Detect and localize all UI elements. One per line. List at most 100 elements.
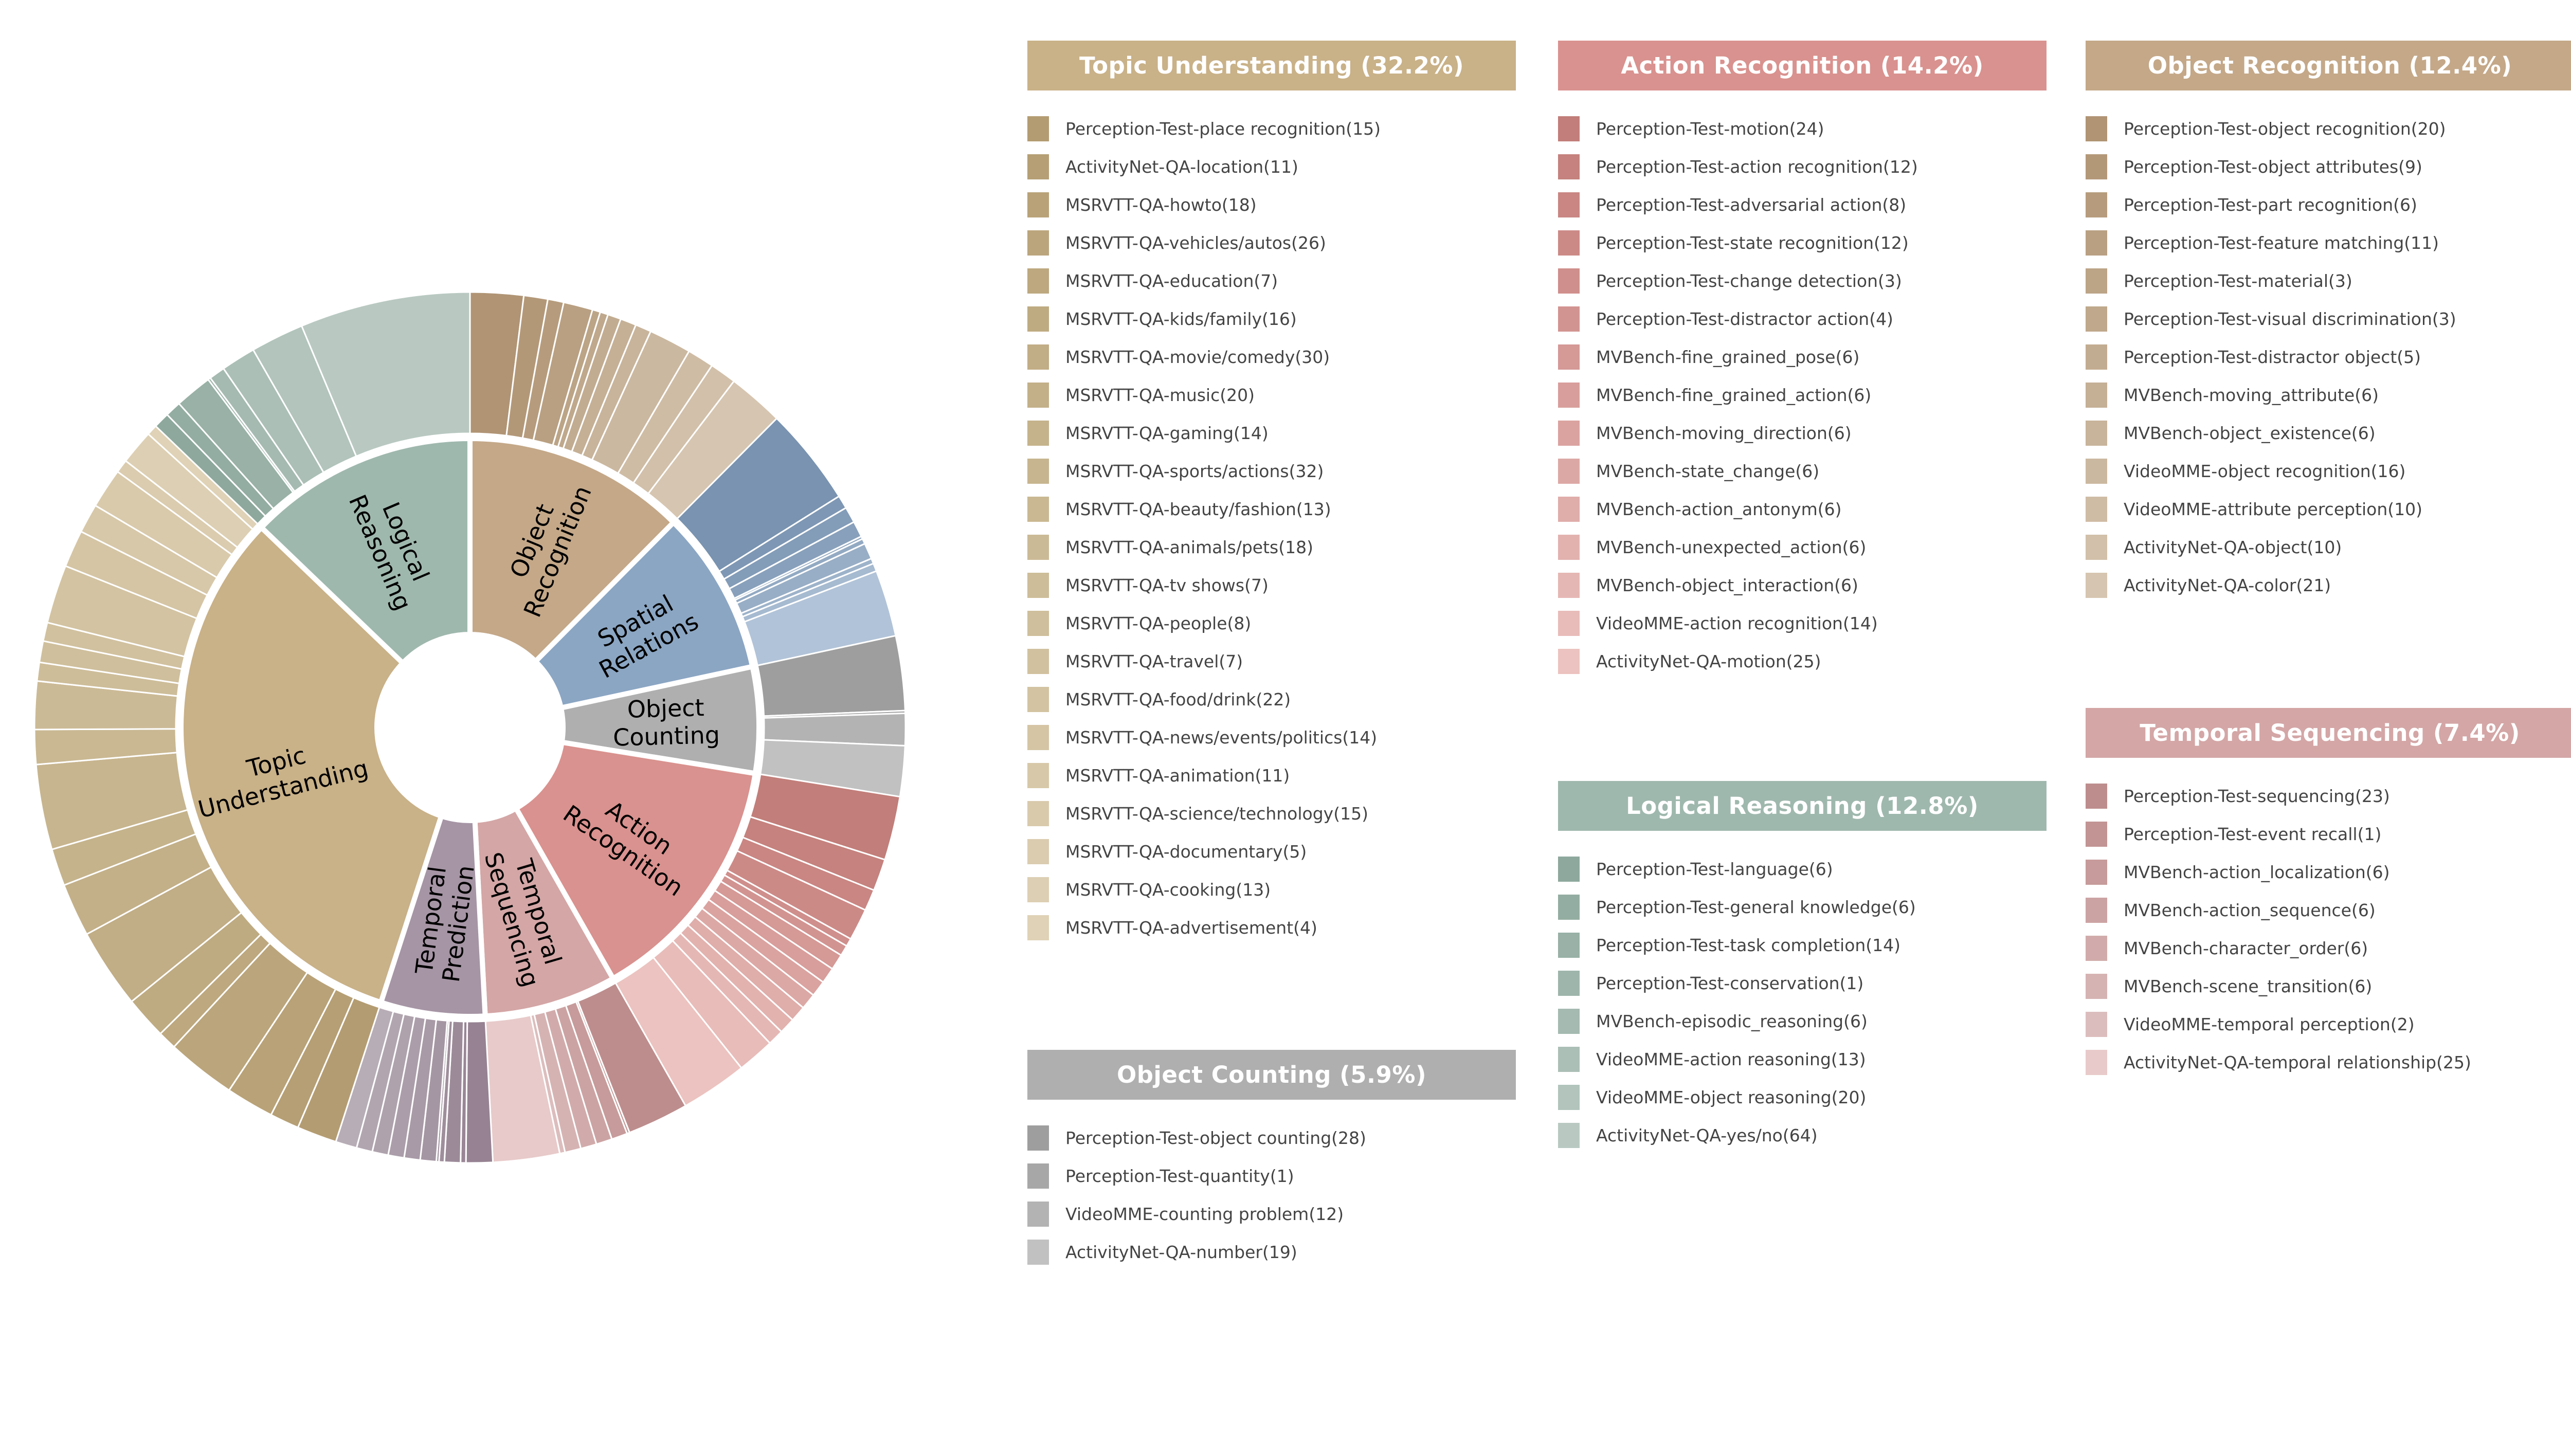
legend-item: Perception-Test-material(3) <box>2086 268 2571 306</box>
legend-item-label: MSRVTT-QA-education(7) <box>1065 271 1278 291</box>
legend-swatch-icon <box>1027 877 1049 902</box>
legend-swatch-icon <box>1027 344 1049 370</box>
legend-header-title: Topic Understanding (32.2%) <box>1079 52 1464 79</box>
legend-swatch-icon <box>2086 306 2107 332</box>
legend-item-label: MVBench-object_existence(6) <box>2124 423 2376 443</box>
legend-item: MVBench-action_localization(6) <box>2086 860 2571 898</box>
legend-item: MSRVTT-QA-science/technology(15) <box>1027 801 1516 839</box>
legend-item-label: ActivityNet-QA-motion(25) <box>1596 651 1821 671</box>
legend-swatch-icon <box>2086 268 2107 294</box>
legend-swatch-icon <box>2086 230 2107 256</box>
legend-item-label: MSRVTT-QA-tv shows(7) <box>1065 575 1269 595</box>
legend-swatch-icon <box>2086 192 2107 217</box>
legend-block-temporal-sequencing: Temporal Sequencing (7.4%) Perception-Te… <box>2086 708 2571 1088</box>
legend-item-label: ActivityNet-QA-location(11) <box>1065 157 1298 177</box>
legend-item-label: Perception-Test-action recognition(12) <box>1596 157 1918 177</box>
legend-item-label: MSRVTT-QA-travel(7) <box>1065 651 1243 671</box>
legend-item: MSRVTT-QA-cooking(13) <box>1027 877 1516 915</box>
category-ring <box>178 435 762 1019</box>
legend-swatch-icon <box>1027 573 1049 598</box>
legend-swatch-icon <box>2086 573 2107 598</box>
legend-block-topic-understanding: Topic Understanding (32.2%) Perception-T… <box>1027 41 1516 953</box>
legend-item: MSRVTT-QA-travel(7) <box>1027 649 1516 687</box>
legend-item: Perception-Test-adversarial action(8) <box>1558 192 2047 230</box>
legend-item-label: MSRVTT-QA-animals/pets(18) <box>1065 537 1313 557</box>
legend-item-label: Perception-Test-distractor action(4) <box>1596 309 1893 329</box>
legend-swatch-icon <box>1027 459 1049 484</box>
category-segment-temporal-prediction <box>377 812 488 1019</box>
legend-item: Perception-Test-place recognition(15) <box>1027 116 1516 154</box>
legend-item-label: MSRVTT-QA-vehicles/autos(26) <box>1065 233 1326 253</box>
legend-item: MSRVTT-QA-people(8) <box>1027 611 1516 649</box>
legend-item-label: Perception-Test-change detection(3) <box>1596 271 1902 291</box>
legend-swatch-icon <box>2086 784 2107 809</box>
legend-header: Temporal Sequencing (7.4%) <box>2086 708 2571 758</box>
legend-item: ActivityNet-QA-number(19) <box>1027 1240 1516 1278</box>
legend-item: MSRVTT-QA-advertisement(4) <box>1027 915 1516 953</box>
legend-item-label: MVBench-object_interaction(6) <box>1596 575 1858 595</box>
legend-item-label: MSRVTT-QA-beauty/fashion(13) <box>1065 499 1331 519</box>
legend-item-label: MSRVTT-QA-people(8) <box>1065 613 1252 633</box>
legend-swatch-icon <box>1027 497 1049 522</box>
legend-item: VideoMME-counting problem(12) <box>1027 1202 1516 1240</box>
legend-item-label: VideoMME-attribute perception(10) <box>2124 499 2423 519</box>
legend-item: MVBench-object_existence(6) <box>2086 421 2571 459</box>
legend-item: ActivityNet-QA-yes/no(64) <box>1558 1123 2047 1161</box>
legend-item-label: Perception-Test-conservation(1) <box>1596 973 1864 993</box>
legend-swatch-icon <box>1558 306 1580 332</box>
legend-swatch-icon <box>1558 1085 1580 1110</box>
legend-swatch-icon <box>1027 649 1049 674</box>
subcategory-ring <box>33 291 907 1164</box>
legend-swatch-icon <box>2086 936 2107 961</box>
legend-list: Perception-Test-language(6) Perception-Te… <box>1558 857 2047 1161</box>
legend-swatch-icon <box>2086 860 2107 885</box>
legend-item: MVBench-fine_grained_pose(6) <box>1558 344 2047 383</box>
legend-item: ActivityNet-QA-motion(25) <box>1558 649 2047 687</box>
legend-header: Object Recognition (12.4%) <box>2086 41 2571 90</box>
legend-item: Perception-Test-action recognition(12) <box>1558 154 2047 192</box>
legend-item: Perception-Test-change detection(3) <box>1558 268 2047 306</box>
legend-item-label: Perception-Test-event recall(1) <box>2124 824 2382 844</box>
legend-item-label: VideoMME-counting problem(12) <box>1065 1204 1344 1224</box>
legend-block-object-recognition: Object Recognition (12.4%) Perception-Te… <box>2086 41 2571 611</box>
legend-swatch-icon <box>1027 421 1049 446</box>
legend-item-label: MVBench-fine_grained_action(6) <box>1596 385 1872 405</box>
legend-item-label: Perception-Test-object attributes(9) <box>2124 157 2422 177</box>
legend-swatch-icon <box>1027 192 1049 217</box>
legend-item: Perception-Test-object recognition(20) <box>2086 116 2571 154</box>
legend-item: Perception-Test-visual discrimination(3) <box>2086 306 2571 344</box>
legend-item: MSRVTT-QA-kids/family(16) <box>1027 306 1516 344</box>
sunburst-chart: ObjectRecognitionSpatialRelationsObjectC… <box>33 291 907 1164</box>
legend-swatch-icon <box>1558 116 1580 141</box>
legend-swatch-icon <box>2086 383 2107 408</box>
legend-swatch-icon <box>1558 971 1580 996</box>
legend-item: MVBench-moving_attribute(6) <box>2086 383 2571 421</box>
legend-swatch-icon <box>2086 898 2107 923</box>
legend-item-label: Perception-Test-motion(24) <box>1596 119 1824 139</box>
legend-item: Perception-Test-part recognition(6) <box>2086 192 2571 230</box>
legend-item-label: MVBench-state_change(6) <box>1596 461 1820 481</box>
legend-item-label: MSRVTT-QA-advertisement(4) <box>1065 918 1317 938</box>
legend-item-label: MSRVTT-QA-science/technology(15) <box>1065 804 1368 824</box>
legend-item-label: Perception-Test-object counting(28) <box>1065 1128 1366 1148</box>
category-segment-spatial-relations <box>532 518 756 711</box>
legend-item-label: Perception-Test-visual discrimination(3) <box>2124 309 2456 329</box>
legend-swatch-icon <box>1027 1202 1049 1227</box>
legend-swatch-icon <box>1558 895 1580 920</box>
legend-item: MSRVTT-QA-vehicles/autos(26) <box>1027 230 1516 268</box>
legend-item: MVBench-episodic_reasoning(6) <box>1558 1009 2047 1047</box>
legend-list: Perception-Test-object counting(28) Perce… <box>1027 1125 1516 1278</box>
legend-item-label: MVBench-fine_grained_pose(6) <box>1596 347 1860 367</box>
legend-swatch-icon <box>1558 611 1580 636</box>
legend-swatch-icon <box>1558 933 1580 958</box>
legend-item-label: MSRVTT-QA-movie/comedy(30) <box>1065 347 1330 367</box>
legend-swatch-icon <box>2086 1012 2107 1037</box>
legend-swatch-icon <box>1027 801 1049 826</box>
legend-item-label: MSRVTT-QA-cooking(13) <box>1065 880 1271 900</box>
legend-swatch-icon <box>1558 1009 1580 1034</box>
legend-item: MVBench-action_sequence(6) <box>2086 898 2571 936</box>
legend-swatch-icon <box>1558 857 1580 882</box>
legend-swatch-icon <box>1558 383 1580 408</box>
legend-swatch-icon <box>2086 535 2107 560</box>
legend-item-label: ActivityNet-QA-color(21) <box>2124 575 2331 595</box>
